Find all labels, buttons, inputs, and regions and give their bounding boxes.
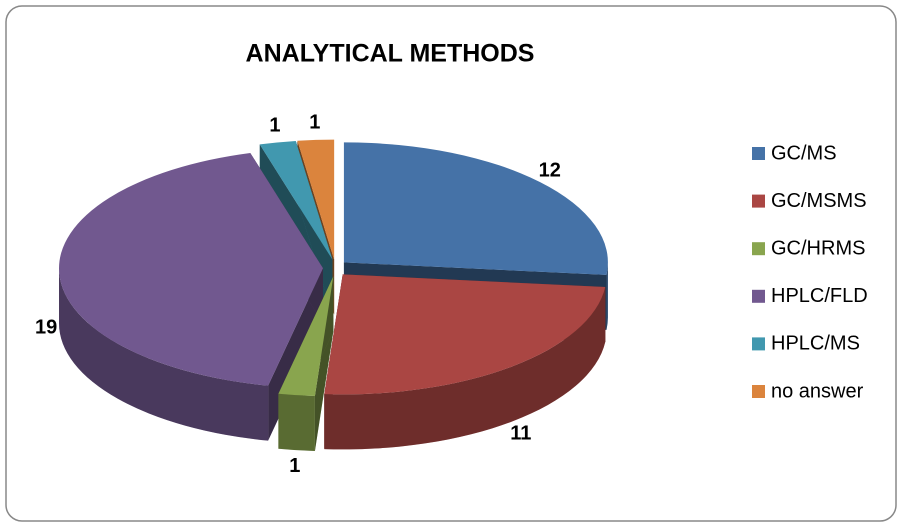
slice-top [324, 274, 606, 395]
legend-swatch [752, 194, 765, 208]
legend-swatch [752, 147, 765, 160]
slice-outer-wall-shade [606, 262, 608, 330]
slice-top [297, 139, 335, 260]
slice-outer-wall-shade [278, 393, 315, 452]
data-label: 1 [309, 112, 320, 134]
legend-swatch [752, 289, 765, 303]
data-label: 1 [289, 455, 300, 477]
legend-label: GC/MSMS [771, 190, 867, 212]
slice-outer-wall-shade [59, 268, 269, 441]
legend-label: GC/MS [771, 142, 837, 164]
slice-top [278, 276, 334, 397]
legend-swatch [752, 385, 765, 398]
slice-outer-wall [278, 393, 315, 452]
legend-label: no answer [771, 380, 864, 402]
slice-outer-wall [324, 286, 606, 450]
data-label: 1 [269, 114, 280, 136]
slice-outer-wall [59, 268, 269, 441]
data-label: 12 [539, 159, 561, 181]
pie-slice [278, 276, 334, 452]
data-label: 11 [510, 422, 531, 444]
slice-outer-wall-shade [324, 286, 606, 450]
data-label: 19 [35, 316, 57, 338]
legend-label: HPLC/MS [771, 333, 860, 355]
pie-slice [59, 152, 324, 441]
legend-label: GC/HRMS [771, 237, 865, 259]
legend-swatch [752, 337, 765, 351]
pie-slice [324, 274, 606, 450]
slice-top [343, 142, 608, 275]
slice-outer-wall [606, 262, 608, 330]
legend-label: HPLC/FLD [771, 285, 868, 307]
chart-title: ANALYTICAL METHODS [246, 40, 535, 68]
slice-top [259, 140, 333, 260]
slice-top [59, 152, 324, 386]
legend-swatch [752, 242, 765, 256]
